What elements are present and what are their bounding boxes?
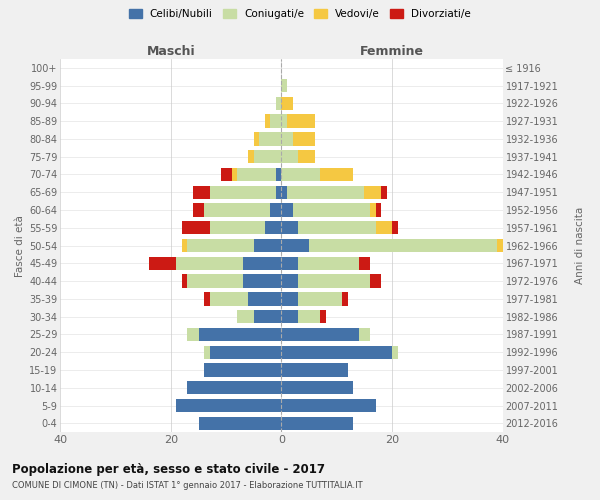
Bar (209, 186, 276, 199)
Text: Maschi: Maschi (146, 45, 195, 58)
Bar (271, 114, 281, 128)
Bar (281, 328, 359, 341)
Bar (281, 239, 309, 252)
Bar (281, 168, 320, 181)
Bar (182, 239, 187, 252)
Bar (193, 186, 209, 199)
Bar (392, 346, 398, 359)
Bar (254, 239, 281, 252)
Bar (359, 328, 370, 341)
Bar (254, 310, 281, 324)
Bar (254, 150, 281, 164)
Bar (265, 114, 271, 128)
Bar (281, 96, 293, 110)
Bar (381, 186, 386, 199)
Bar (281, 310, 298, 324)
Bar (359, 256, 370, 270)
Bar (298, 310, 320, 324)
Bar (370, 204, 376, 216)
Bar (199, 328, 281, 341)
Bar (209, 346, 281, 359)
Bar (276, 186, 281, 199)
Y-axis label: Fasce di età: Fasce di età (15, 214, 25, 276)
Bar (320, 168, 353, 181)
Bar (364, 186, 381, 199)
Bar (254, 132, 259, 145)
Bar (248, 150, 254, 164)
Bar (281, 79, 287, 92)
Bar (281, 292, 298, 306)
Bar (281, 132, 293, 145)
Bar (298, 221, 376, 234)
Bar (209, 292, 248, 306)
Bar (243, 274, 281, 288)
Bar (204, 346, 209, 359)
Bar (370, 274, 381, 288)
Bar (199, 416, 281, 430)
Bar (237, 310, 254, 324)
Text: Popolazione per età, sesso e stato civile - 2017: Popolazione per età, sesso e stato civil… (12, 462, 325, 475)
Bar (281, 416, 353, 430)
Text: COMUNE DI CIMONE (TN) - Dati ISTAT 1° gennaio 2017 - Elaborazione TUTTITALIA.IT: COMUNE DI CIMONE (TN) - Dati ISTAT 1° ge… (12, 480, 362, 490)
Bar (281, 204, 293, 216)
Bar (243, 256, 281, 270)
Bar (298, 274, 370, 288)
Bar (281, 256, 298, 270)
Bar (204, 204, 271, 216)
Bar (281, 364, 348, 376)
Bar (298, 150, 314, 164)
Bar (281, 221, 298, 234)
Bar (149, 256, 176, 270)
Bar (182, 274, 187, 288)
Bar (271, 204, 281, 216)
Bar (293, 204, 370, 216)
Bar (281, 346, 392, 359)
Bar (204, 292, 209, 306)
Bar (343, 292, 348, 306)
Bar (281, 381, 353, 394)
Bar (259, 132, 281, 145)
Bar (376, 204, 381, 216)
Bar (232, 168, 237, 181)
Bar (176, 399, 281, 412)
Legend: Celibi/Nubili, Coniugati/e, Vedovi/e, Divorziati/e: Celibi/Nubili, Coniugati/e, Vedovi/e, Di… (125, 5, 475, 24)
Bar (276, 96, 281, 110)
Bar (497, 239, 508, 252)
Bar (309, 239, 497, 252)
Bar (281, 186, 287, 199)
Bar (204, 364, 281, 376)
Bar (248, 292, 281, 306)
Bar (376, 221, 392, 234)
Bar (265, 221, 281, 234)
Bar (508, 239, 514, 252)
Bar (193, 204, 204, 216)
Y-axis label: Anni di nascita: Anni di nascita (575, 207, 585, 284)
Bar (187, 274, 243, 288)
Bar (276, 168, 281, 181)
Bar (237, 168, 276, 181)
Bar (293, 132, 314, 145)
Bar (281, 114, 287, 128)
Bar (281, 150, 298, 164)
Bar (392, 221, 398, 234)
Bar (187, 381, 281, 394)
Bar (287, 186, 364, 199)
Bar (176, 256, 243, 270)
Text: Femmine: Femmine (360, 45, 424, 58)
Bar (182, 221, 209, 234)
Bar (187, 239, 254, 252)
Bar (221, 168, 232, 181)
Bar (298, 256, 359, 270)
Bar (281, 399, 376, 412)
Bar (320, 310, 326, 324)
Bar (287, 114, 314, 128)
Bar (187, 328, 199, 341)
Bar (298, 292, 343, 306)
Bar (281, 274, 298, 288)
Bar (209, 221, 265, 234)
